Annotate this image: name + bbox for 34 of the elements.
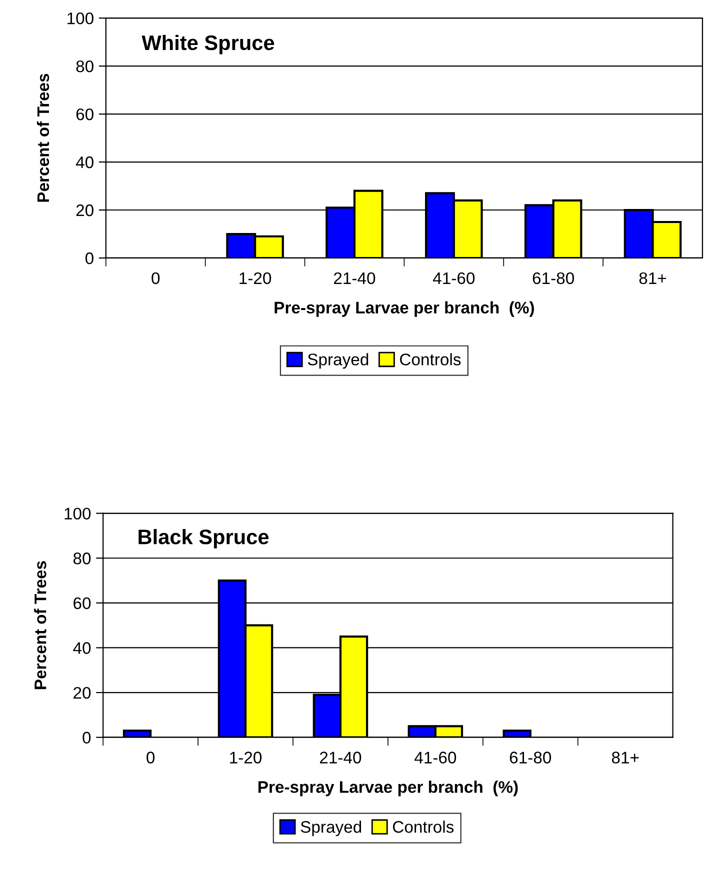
text: White Spruce	[142, 34, 274, 54]
y-axis-title: Percent of Trees	[34, 561, 46, 690]
x-tick-label: 0	[146, 752, 155, 764]
y-tick-label: 60	[74, 597, 91, 610]
x-tick-label: 81+	[639, 272, 666, 284]
x-tick-label: 41-60	[414, 752, 456, 764]
legend-label: Controls	[400, 353, 461, 366]
x-axis-title: Pre-spray Larvae per branch (%)	[274, 301, 534, 317]
x-tick-label: 21-40	[320, 752, 362, 764]
x-tick-label: 21-40	[334, 272, 376, 284]
y-tick-label: 100	[64, 508, 91, 520]
x-tick-label: 61-80	[510, 752, 552, 764]
x-tick-label: 61-80	[532, 272, 574, 284]
x-tick-label: 0	[152, 272, 160, 284]
legend-label: Sprayed	[300, 820, 362, 836]
x-tick-label: 81+	[612, 752, 639, 764]
legend-label: Controls	[392, 820, 454, 833]
y-tick-label: 40	[73, 642, 91, 654]
x-tick-label: 1-20	[240, 272, 272, 284]
legend-label: Sprayed	[308, 353, 368, 369]
y-axis-title: Percent of Trees	[36, 74, 50, 202]
x-tick-label: 41-60	[432, 272, 475, 284]
text: Black Spruce	[138, 529, 269, 548]
y-tick-label: 100	[68, 12, 94, 24]
y-tick-label: 0	[82, 732, 91, 744]
y-tick-label: 60	[76, 108, 94, 120]
y-tick-label: 40	[76, 156, 94, 168]
y-tick-label: 0	[85, 252, 94, 264]
x-tick-label: 1-20	[230, 752, 262, 764]
y-tick-label: 20	[74, 686, 91, 699]
x-axis-title: Pre-spray Larvae per branch (%)	[258, 780, 518, 796]
y-tick-label: 20	[76, 204, 94, 216]
y-tick-label: 80	[73, 552, 91, 564]
y-tick-label: 80	[76, 60, 94, 72]
